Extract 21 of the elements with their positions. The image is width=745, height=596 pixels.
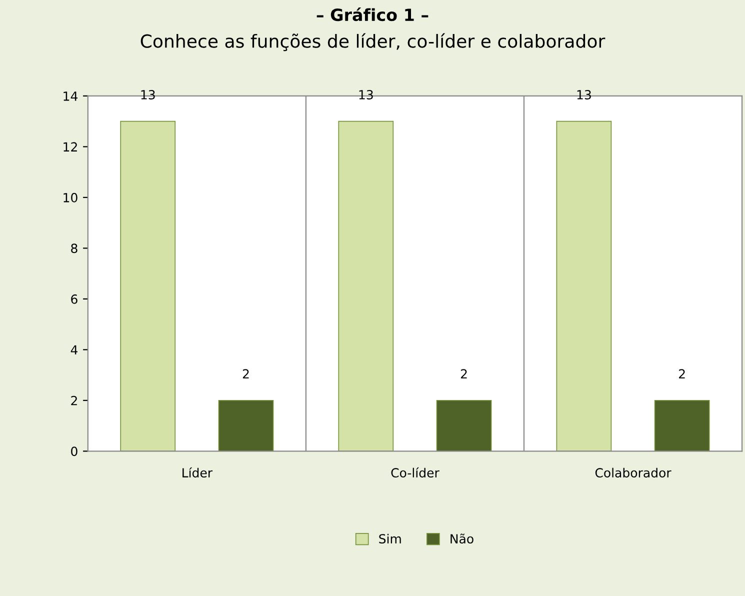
x-tick-label: Co-líder <box>391 467 440 478</box>
y-tick-label: 4 <box>70 345 78 354</box>
y-tick-label: 0 <box>71 446 78 456</box>
y-tick-label: 10 <box>64 192 78 202</box>
y-tick-label: 6 <box>71 294 78 304</box>
y-tick-label: 12 <box>64 142 77 152</box>
chart-title: – Gráfico 1 – <box>316 8 428 22</box>
data-label: 2 <box>679 369 685 378</box>
data-label: 2 <box>460 369 467 378</box>
data-label: 13 <box>577 90 591 100</box>
legend-label: Sim <box>379 534 401 544</box>
x-tick-label: Colaborador <box>595 468 672 478</box>
legend-label: Não <box>450 534 474 544</box>
y-tick-label: 2 <box>71 396 77 406</box>
y-tick-label: 14 <box>64 92 78 101</box>
chart-subtitle: Conhece as funções de líder, co-líder e colaborador <box>140 33 606 52</box>
data-label: 13 <box>141 90 155 100</box>
data-label: 13 <box>359 90 373 100</box>
y-tick-label: 8 <box>71 244 78 254</box>
x-tick-label: Líder <box>182 467 213 478</box>
data-label: 2 <box>242 369 249 378</box>
